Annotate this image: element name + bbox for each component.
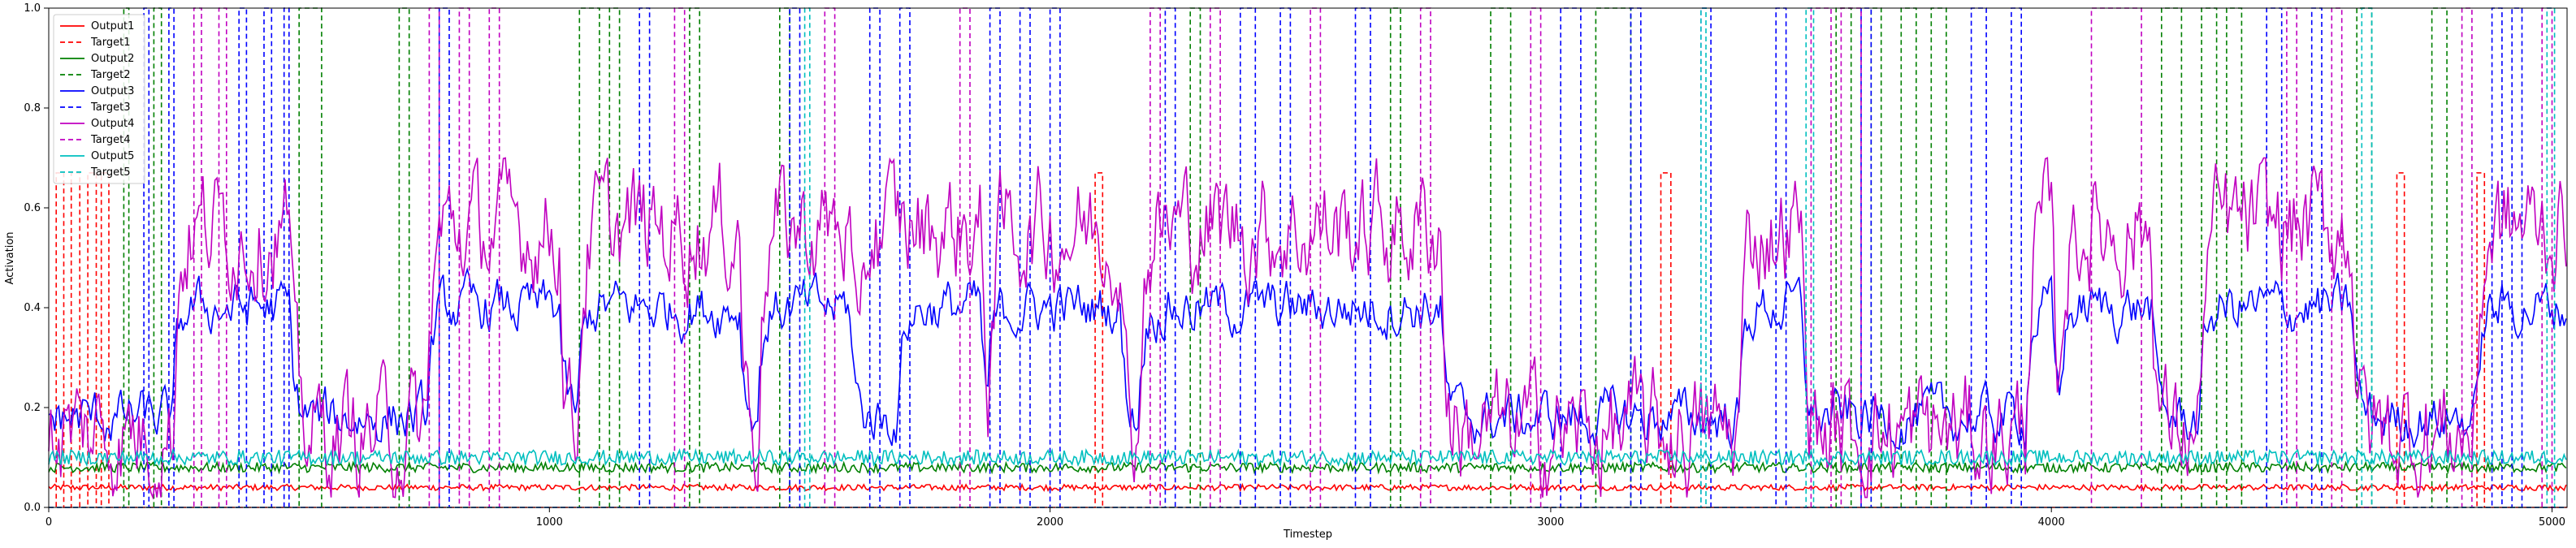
y-tick-label: 0.0 bbox=[24, 502, 41, 514]
legend: Output1 Target1 Output2 Target2 Output3 Targe… bbox=[53, 14, 145, 184]
series-line-output2 bbox=[48, 460, 2567, 475]
legend-entry: Output1 bbox=[91, 20, 134, 32]
x-axis: 0 1000 2000 3000 4000 5000 bbox=[45, 507, 2565, 529]
x-tick-label: 5000 bbox=[2539, 516, 2565, 529]
legend-entry: Output5 bbox=[91, 150, 134, 162]
y-tick-label: 0.2 bbox=[24, 402, 41, 414]
legend-entry: Target5 bbox=[90, 166, 131, 179]
series-line-output5 bbox=[48, 447, 2567, 468]
x-tick-label: 0 bbox=[45, 516, 52, 529]
x-tick-label: 3000 bbox=[1537, 516, 1564, 529]
legend-entry: Target4 bbox=[90, 134, 131, 146]
legend-entry: Output4 bbox=[91, 118, 134, 130]
legend-box bbox=[53, 14, 145, 184]
legend-entry: Target1 bbox=[90, 37, 131, 49]
x-tick-label: 2000 bbox=[1037, 516, 1063, 529]
series-line-target1 bbox=[49, 172, 2567, 508]
y-tick-label: 1.0 bbox=[24, 2, 41, 15]
x-tick-label: 4000 bbox=[2038, 516, 2065, 529]
x-axis-label: Timestep bbox=[1283, 529, 1332, 541]
y-tick-label: 0.6 bbox=[24, 202, 41, 214]
legend-entry: Target3 bbox=[90, 101, 131, 114]
x-tick-label: 1000 bbox=[536, 516, 563, 529]
plot-frame bbox=[48, 7, 2568, 508]
series-line-output3 bbox=[48, 266, 2567, 451]
legend-entry: Output3 bbox=[91, 85, 134, 97]
y-tick-label: 0.4 bbox=[24, 302, 41, 314]
y-axis: 0.0 0.2 0.4 0.6 0.8 1.0 bbox=[24, 2, 49, 514]
legend-entry: Output2 bbox=[91, 53, 134, 65]
series-line-output4 bbox=[48, 157, 2567, 500]
y-tick-label: 0.8 bbox=[24, 102, 41, 114]
series-line-target4 bbox=[49, 7, 2567, 508]
plot-area bbox=[49, 8, 2567, 507]
y-axis-label: Activation bbox=[4, 231, 16, 284]
legend-entry: Target2 bbox=[90, 69, 131, 81]
series-line-output1 bbox=[48, 482, 2567, 493]
